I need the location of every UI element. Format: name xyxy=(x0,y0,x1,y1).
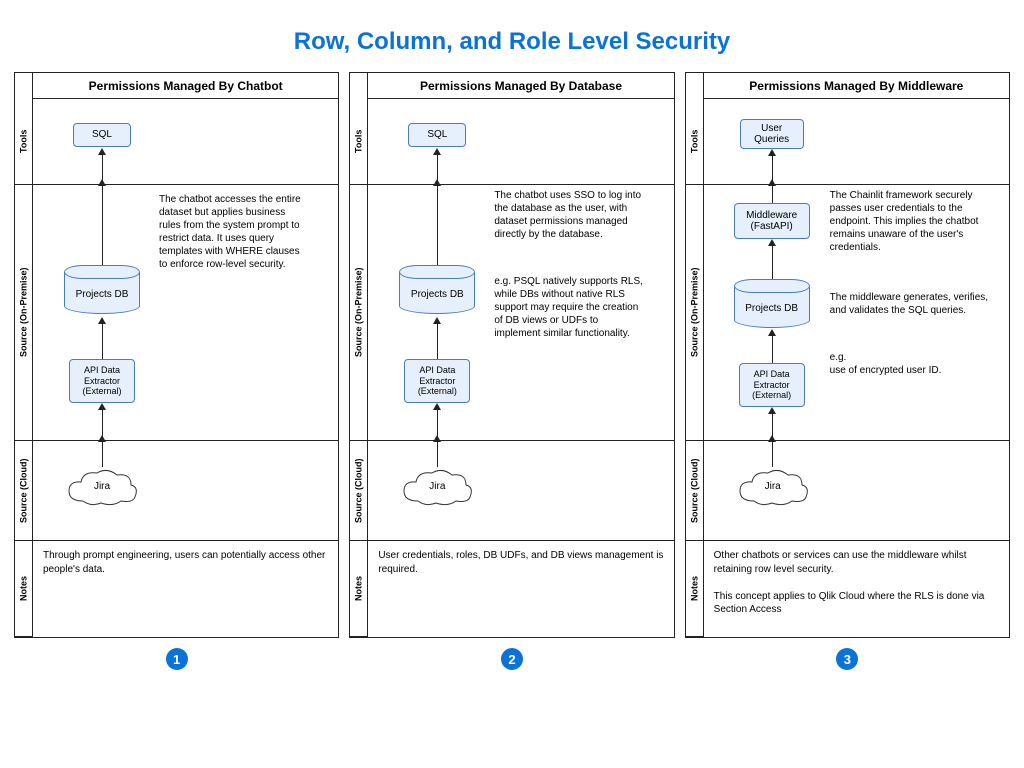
arrow-icon xyxy=(437,185,438,265)
row-label-onprem: Source (On-Premise) xyxy=(15,185,32,441)
db-label: Projects DB xyxy=(64,289,140,300)
panel-3-notes: Other chatbots or services can use the m… xyxy=(704,541,1009,637)
row-label-onprem: Source (On-Premise) xyxy=(686,185,703,441)
panel-2-badge: 2 xyxy=(501,648,523,670)
api-extractor-node: API Data Extractor (External) xyxy=(69,359,135,403)
cloud-label: Jira xyxy=(734,481,812,492)
api-extractor-node: API Data Extractor (External) xyxy=(739,363,805,407)
panel-2-frame: Tools Source (On-Premise) Source (Cloud)… xyxy=(349,72,674,638)
projects-db-node: Projects DB xyxy=(399,265,475,317)
sql-node: SQL xyxy=(408,123,466,147)
jira-cloud-node: Jira xyxy=(63,467,141,511)
jira-cloud-node: Jira xyxy=(734,467,812,511)
panel-3-desc1: The Chainlit framework securely passes u… xyxy=(830,189,990,254)
row-label-blank xyxy=(15,73,32,99)
cloud-label: Jira xyxy=(398,481,476,492)
projects-db-node: Projects DB xyxy=(734,279,810,331)
row-label-onprem: Source (On-Premise) xyxy=(350,185,367,441)
panels-container: Tools Source (On-Premise) Source (Cloud)… xyxy=(0,72,1024,670)
panel-3: Tools Source (On-Premise) Source (Cloud)… xyxy=(685,72,1010,670)
panel-1-frame: Tools Source (On-Premise) Source (Cloud)… xyxy=(14,72,339,638)
db-label: Projects DB xyxy=(399,289,475,300)
panel-2-desc2: e.g. PSQL natively supports RLS, while D… xyxy=(494,275,644,340)
panel-1-notes: Through prompt engineering, users can po… xyxy=(33,541,338,637)
panel-2-header: Permissions Managed By Database xyxy=(368,73,673,99)
row-label-notes: Notes xyxy=(15,541,32,637)
projects-db-node: Projects DB xyxy=(64,265,140,317)
panel-1-header: Permissions Managed By Chatbot xyxy=(33,73,338,99)
sql-node: SQL xyxy=(73,123,131,147)
row-label-cloud: Source (Cloud) xyxy=(686,441,703,541)
arrow-icon xyxy=(772,441,773,467)
api-extractor-node: API Data Extractor (External) xyxy=(404,359,470,403)
panel-3-frame: Tools Source (On-Premise) Source (Cloud)… xyxy=(685,72,1010,638)
user-queries-node: User Queries xyxy=(740,119,804,149)
arrow-icon xyxy=(772,245,773,279)
row-label-cloud: Source (Cloud) xyxy=(350,441,367,541)
panel-3-header: Permissions Managed By Middleware xyxy=(704,73,1009,99)
arrow-icon xyxy=(437,323,438,359)
panel-2-desc1: The chatbot uses SSO to log into the dat… xyxy=(494,189,644,241)
row-label-tools: Tools xyxy=(350,99,367,185)
row-label-tools: Tools xyxy=(686,99,703,185)
arrow-icon xyxy=(437,441,438,467)
db-label: Projects DB xyxy=(734,303,810,314)
arrow-icon xyxy=(102,323,103,359)
row-label-blank xyxy=(686,73,703,99)
main-title: Row, Column, and Role Level Security xyxy=(0,0,1024,72)
row-label-notes: Notes xyxy=(686,541,703,637)
arrow-icon xyxy=(772,335,773,363)
arrow-icon xyxy=(102,185,103,265)
row-label-cloud: Source (Cloud) xyxy=(15,441,32,541)
jira-cloud-node: Jira xyxy=(398,467,476,511)
panel-2-notes: User credentials, roles, DB UDFs, and DB… xyxy=(368,541,673,637)
panel-2: Tools Source (On-Premise) Source (Cloud)… xyxy=(349,72,674,670)
panel-3-badge: 3 xyxy=(836,648,858,670)
row-label-blank xyxy=(350,73,367,99)
arrow-icon xyxy=(102,441,103,467)
row-label-tools: Tools xyxy=(15,99,32,185)
panel-1-desc: The chatbot accesses the entire dataset … xyxy=(159,193,309,271)
panel-1: Tools Source (On-Premise) Source (Cloud)… xyxy=(14,72,339,670)
row-label-notes: Notes xyxy=(350,541,367,637)
middleware-node: Middleware (FastAPI) xyxy=(734,203,810,239)
arrow-icon xyxy=(772,185,773,203)
panel-1-badge: 1 xyxy=(166,648,188,670)
panel-3-desc2: The middleware generates, verifies, and … xyxy=(830,291,990,317)
cloud-label: Jira xyxy=(63,481,141,492)
panel-3-desc3: e.g. use of encrypted user ID. xyxy=(830,351,990,377)
